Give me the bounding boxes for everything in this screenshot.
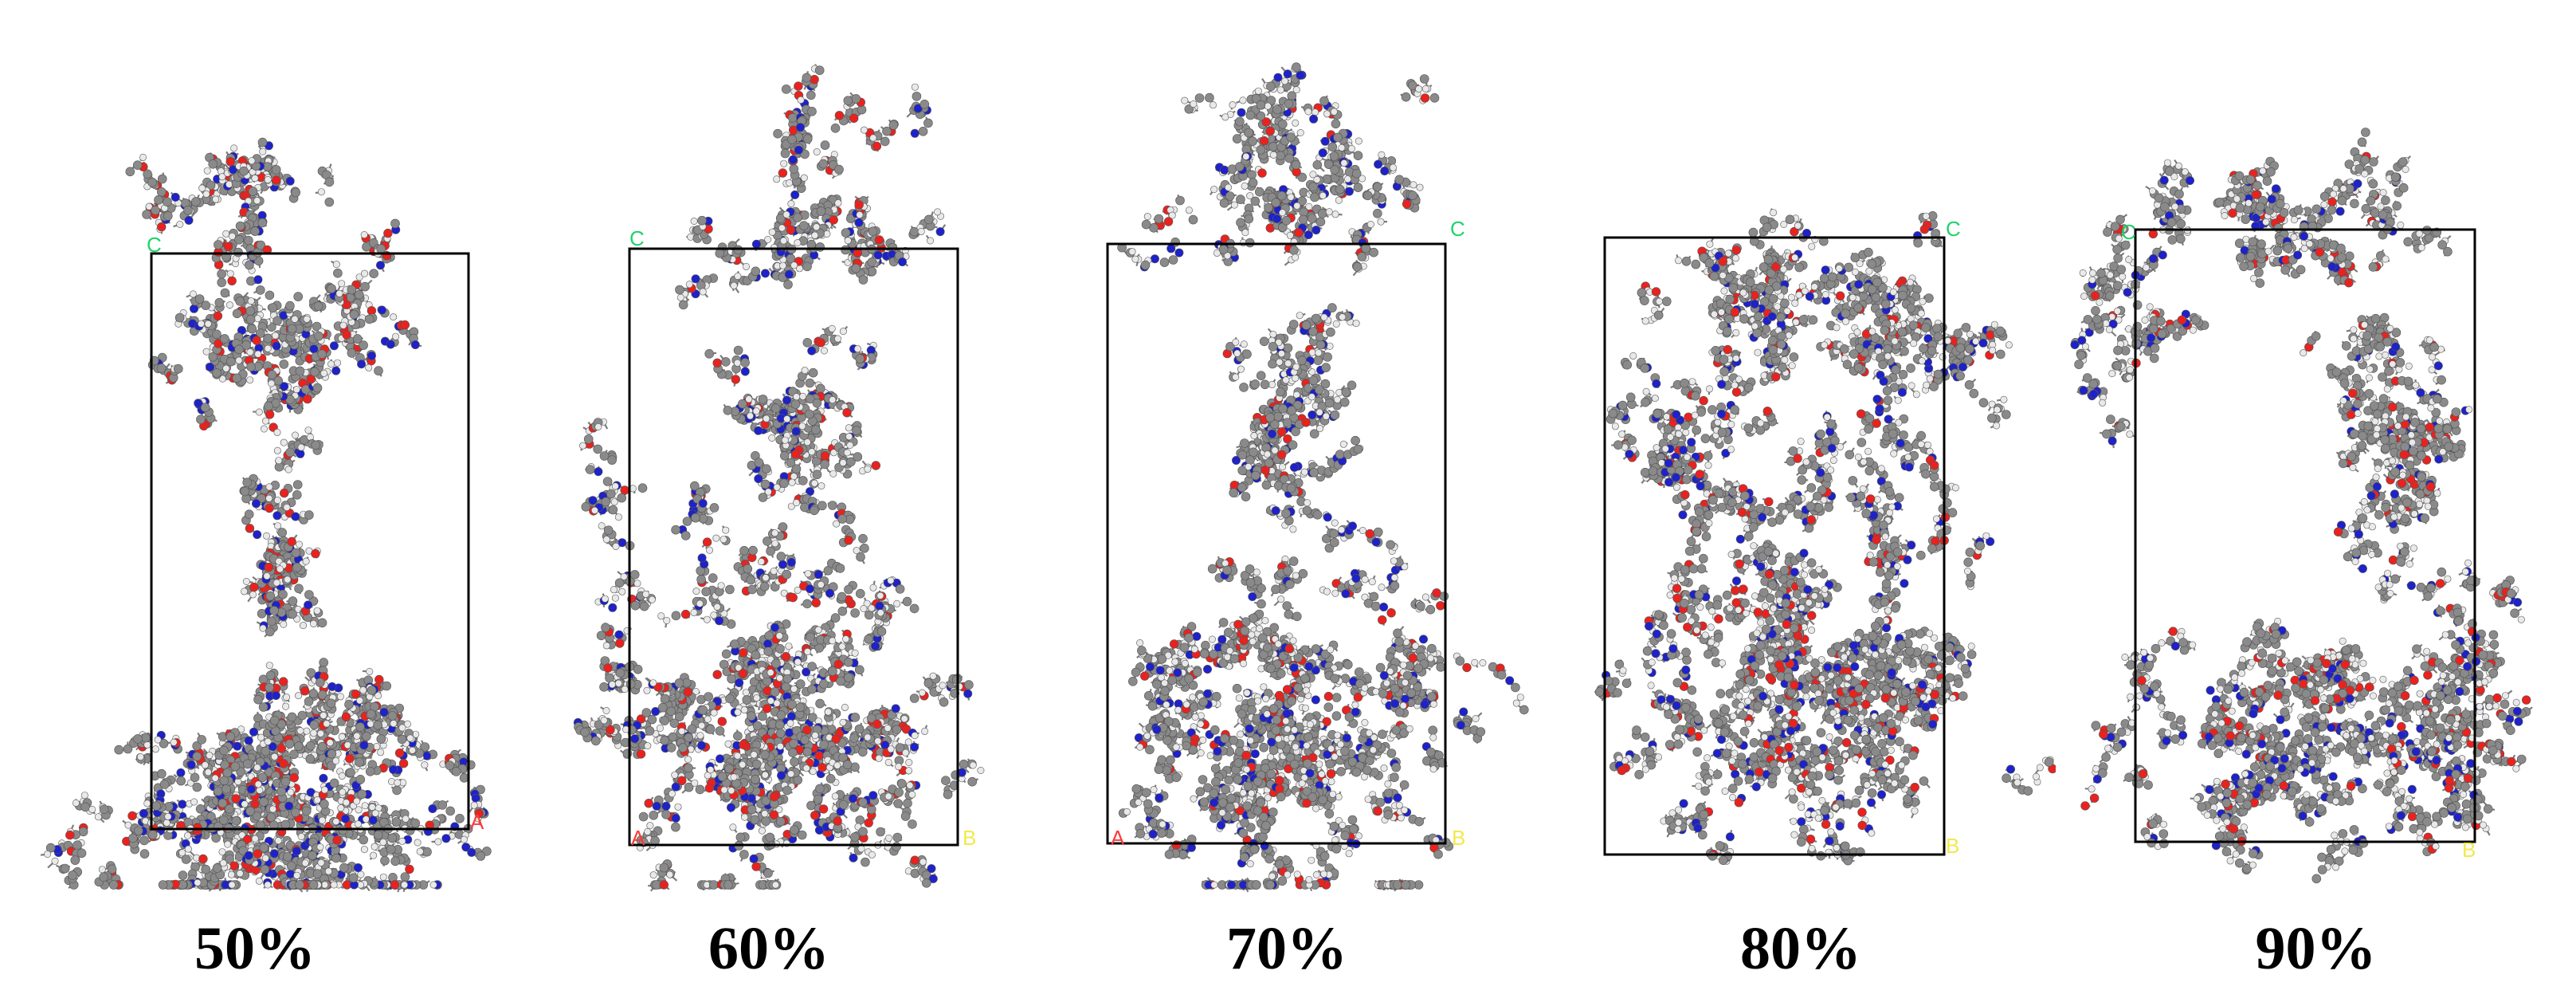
atom-cloud	[573, 65, 985, 890]
panel-label-70: 70%	[1028, 914, 1546, 984]
molecular-snapshot-60: C A B	[573, 64, 985, 892]
box-axis-letter: A	[1111, 826, 1125, 850]
box-axis-letter: C	[629, 226, 645, 250]
simulation-box	[2134, 228, 2476, 843]
box-axis-letter: C	[2121, 220, 2136, 244]
atom-cloud	[44, 137, 492, 890]
box-axis-letter: B	[1946, 834, 1959, 858]
box-axis-letter: C	[1450, 217, 1465, 241]
simulation-box	[1603, 236, 1946, 856]
panel-label-50: 50%	[0, 914, 510, 984]
panel-70: C A B 70%	[1028, 0, 1546, 1006]
box-axis-letter: B	[1452, 826, 1465, 850]
simulation-box	[628, 247, 959, 847]
simulation-box	[1106, 242, 1447, 845]
box-axis-letter: C	[1946, 217, 1961, 241]
box-axis-letter: C	[147, 233, 162, 257]
box-axis-letter: B	[963, 826, 976, 850]
molecular-snapshot-80: CB	[1594, 208, 2056, 866]
panel-60: C A B 60%	[510, 0, 1028, 1006]
box-axis-letter: A	[631, 826, 645, 850]
box-axis-letter: A	[470, 810, 484, 834]
panel-label-90: 90%	[2056, 914, 2576, 984]
panel-label-60: 60%	[510, 914, 1028, 984]
atom-cloud	[2070, 128, 2531, 884]
molecular-snapshot-70: C A B	[1106, 62, 1529, 893]
atom-cloud	[1594, 209, 2056, 866]
panel-label-80: 80%	[1546, 914, 2056, 984]
molecular-snapshot-90: CB	[2070, 128, 2533, 884]
box-axis-letter: B	[2462, 838, 2476, 862]
simulation-box	[150, 252, 470, 831]
atom-cloud	[1117, 62, 1529, 890]
molecular-snapshot-50: CA	[40, 137, 492, 893]
